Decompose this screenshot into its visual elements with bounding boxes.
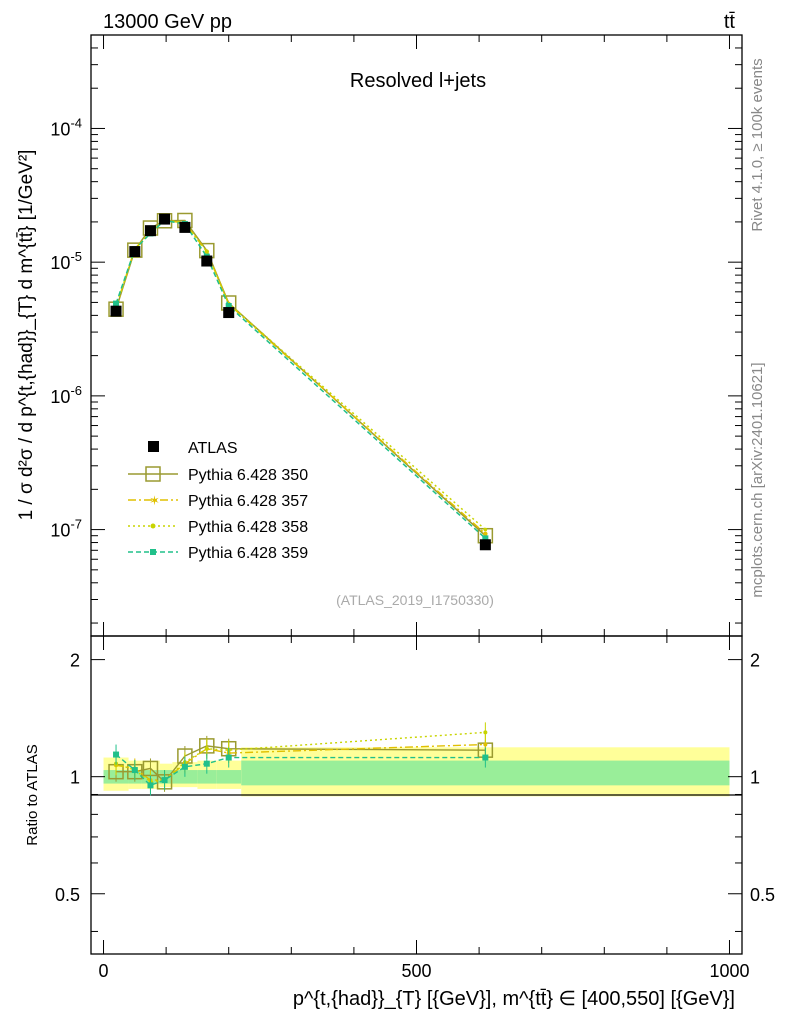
legend-entry-pythia-359: Pythia 6.428 359: [128, 545, 308, 562]
ratio-series-pythia-6-428-359: [113, 744, 489, 796]
legend-marker-pythia-357: ✶: [149, 493, 160, 508]
data-point: [201, 255, 213, 267]
legend-marker-atlas: [148, 441, 159, 452]
analysis-id-label: (ATLAS_2019_I1750330): [336, 592, 494, 608]
ratio-point: [204, 746, 209, 751]
data-point: [483, 527, 488, 532]
data-point: [482, 535, 489, 542]
ratio-band-green: [197, 770, 217, 784]
legend-entry-pythia-350: Pythia 6.428 350: [128, 466, 308, 484]
data-point: [127, 242, 143, 258]
ratio-point: [483, 742, 488, 747]
main-y-axis-label: 1 / σ d²σ / d p^{t,{had}}_{T} d m^{tt̄} …: [16, 150, 37, 521]
ratio-point: [225, 754, 232, 761]
data-point: [223, 307, 235, 319]
data-point: [225, 303, 232, 310]
legend-marker-pythia-359: [150, 549, 156, 555]
main-plot: Resolved l+jets (ATLAS_2019_I1750330) 1 …: [16, 34, 743, 637]
legend-entry-atlas: ATLAS: [148, 440, 238, 457]
main-y-tick-label: 10-4: [50, 115, 82, 139]
x-tick-label: 500: [401, 961, 431, 981]
legend: ATLAS Pythia 6.428 350 ✶ Pythia 6.428 35…: [128, 440, 308, 562]
mcplots-source-label: mcplots.cern.ch [arXiv:2401.10621]: [749, 362, 766, 597]
legend-marker-pythia-350: [145, 466, 161, 482]
ratio-point: [483, 730, 488, 735]
series-line: [115, 219, 486, 539]
data-point: [159, 213, 171, 225]
ratio-axis-ticks: 0.5 0.5 1 1 2 2 0 500 1000: [55, 636, 775, 981]
series-line: [115, 219, 486, 531]
ratio-point: [181, 763, 188, 770]
plot-title: Resolved l+jets: [350, 70, 486, 92]
ratio-y-tick-label: 1: [70, 768, 80, 788]
ratio-band-green: [216, 770, 242, 784]
legend-entry-pythia-357: ✶ Pythia 6.428 357: [128, 493, 308, 510]
x-axis-label: p^{t,{had}}_{T} [{GeV}], m^{tt̄} ∈ [400,…: [293, 988, 735, 1010]
ratio-y-tick-label: 0.5: [55, 885, 80, 905]
ratio-y-tick-label-right: 0.5: [750, 885, 775, 905]
process-label: tt̄: [724, 11, 736, 33]
legend-label-pythia-350: Pythia 6.428 350: [188, 467, 308, 484]
ratio-series-group: [108, 722, 494, 796]
series-atlas: [110, 213, 491, 551]
legend-label-atlas: ATLAS: [188, 440, 238, 457]
main-y-tick-label: 10-7: [50, 517, 82, 541]
series-line: [115, 219, 486, 535]
ratio-point: [113, 751, 120, 758]
data-point: [113, 300, 120, 307]
ratio-uncertainty-bands: [103, 747, 730, 797]
data-point: [179, 221, 191, 233]
data-point: [205, 249, 209, 254]
rivet-version-label: Rivet 4.1.0, ≥ 100k events: [749, 58, 766, 231]
energy-label: 13000 GeV pp: [103, 11, 232, 33]
main-y-tick-label: 10-5: [50, 249, 82, 273]
x-tick-label: 0: [99, 961, 109, 981]
ratio-y-tick-label-right: 2: [750, 651, 760, 671]
main-series-group: [108, 212, 494, 551]
data-point: [110, 305, 122, 317]
legend-label-pythia-357: Pythia 6.428 357: [188, 493, 308, 510]
legend-marker-pythia-358: [150, 523, 156, 529]
ratio-y-axis-label: Ratio to ATLAS: [24, 744, 41, 845]
ratio-plot: Ratio to ATLAS 0.5 0.5 1 1 2 2 0 500 1000 p^{t,{…: [24, 635, 775, 1010]
ratio-point: [161, 777, 168, 784]
ratio-point: [147, 782, 154, 789]
ratio-y-tick-label-right: 1: [750, 768, 760, 788]
data-point: [129, 246, 141, 258]
ratio-point: [203, 760, 210, 767]
legend-entry-pythia-358: Pythia 6.428 358: [128, 519, 308, 536]
legend-label-pythia-358: Pythia 6.428 358: [188, 519, 308, 536]
data-point: [483, 531, 488, 536]
legend-label-pythia-359: Pythia 6.428 359: [188, 545, 308, 562]
main-axis-ticks: 10-7 10-6 10-5 10-4: [50, 34, 742, 636]
ratio-point: [482, 754, 489, 761]
ratio-y-tick-label: 2: [70, 651, 80, 671]
data-point: [479, 539, 491, 551]
ratio-point: [131, 767, 138, 774]
data-point: [144, 225, 156, 237]
main-y-tick-label: 10-6: [50, 383, 82, 407]
series-pythia-6-428-357: [113, 218, 488, 536]
x-tick-label: 1000: [709, 961, 749, 981]
